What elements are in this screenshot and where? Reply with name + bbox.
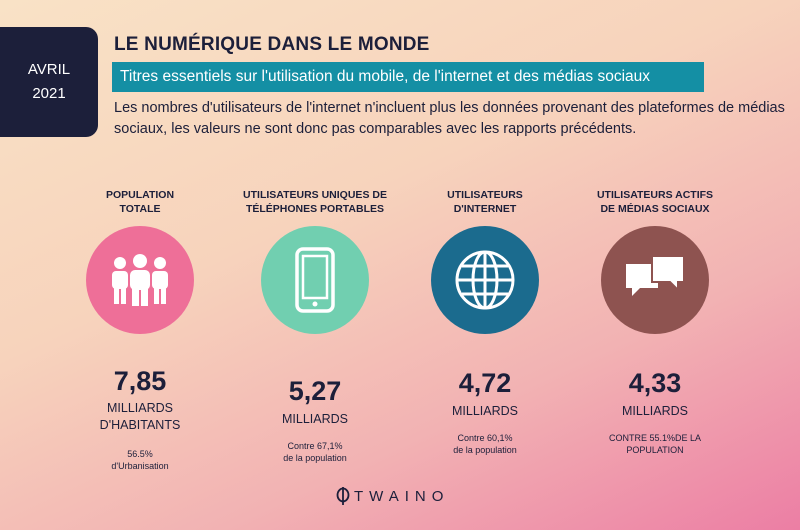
stat-label: UTILISATEURS ACTIFS DE MÉDIAS SOCIAUX bbox=[596, 189, 714, 216]
stat-value: 5,27 bbox=[288, 376, 342, 406]
people-icon bbox=[86, 226, 194, 334]
stat-unit: MILLIARDS bbox=[282, 412, 348, 426]
subtitle-bar: Titres essentiels sur l'utilisation du m… bbox=[112, 62, 704, 92]
stat-population: POPULATION TOTALE 7,85 MILLIARDS D'HABITAN… bbox=[55, 188, 225, 472]
date-month: AVRIL bbox=[27, 61, 71, 78]
stat-value: 4,33 bbox=[628, 368, 682, 398]
chat-bubbles-icon bbox=[601, 226, 709, 334]
stat-label: POPULATION TOTALE bbox=[105, 189, 175, 216]
stat-label: UTILISATEURS D'INTERNET bbox=[447, 189, 523, 216]
date-year: 2021 bbox=[32, 85, 66, 102]
stat-footnote: CONTRE 55.1%DE LA POPULATION bbox=[608, 432, 702, 456]
twaino-logo: TWAINO bbox=[336, 487, 449, 505]
stat-internet: UTILISATEURS D'INTERNET 4,72 MILLIARDS Co… bbox=[400, 188, 570, 456]
stat-label: UTILISATEURS UNIQUES DE TÉLÉPHONES PORTAB… bbox=[243, 189, 387, 216]
globe-icon bbox=[431, 226, 539, 334]
stat-unit: MILLIARDS bbox=[622, 404, 688, 418]
page-title: LE NUMÉRIQUE DANS LE MONDE bbox=[114, 34, 430, 55]
stat-footnote: Contre 67,1% de la population bbox=[283, 440, 347, 464]
subtitle-text: Titres essentiels sur l'utilisation du m… bbox=[120, 68, 651, 85]
stat-value: 7,85 bbox=[113, 366, 167, 396]
date-box: AVRIL 2021 bbox=[0, 27, 98, 137]
stat-unit: MILLIARDS bbox=[452, 404, 518, 418]
mobile-phone-icon bbox=[261, 226, 369, 334]
stat-value: 4,72 bbox=[458, 368, 512, 398]
stat-mobile: UTILISATEURS UNIQUES DE TÉLÉPHONES PORTAB… bbox=[230, 188, 400, 464]
stat-social: UTILISATEURS ACTIFS DE MÉDIAS SOCIAUX 4,3… bbox=[570, 188, 740, 456]
logo-icon bbox=[336, 487, 350, 505]
stat-footnote: Contre 60,1% de la population bbox=[453, 432, 517, 456]
logo-text: TWAINO bbox=[354, 487, 450, 505]
note-text: Les nombres d'utilisateurs de l'internet… bbox=[114, 100, 785, 138]
stat-footnote: 56.5% d'Urbanisation bbox=[111, 448, 169, 471]
stat-unit: MILLIARDS D'HABITANTS bbox=[99, 401, 181, 432]
